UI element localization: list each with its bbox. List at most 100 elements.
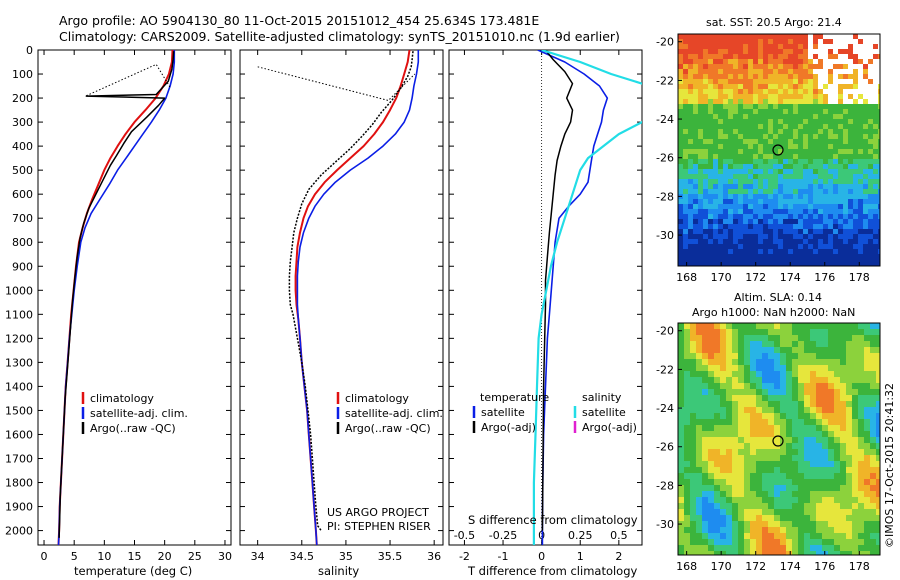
map-cell — [792, 347, 799, 354]
map-cell — [840, 443, 847, 450]
map-cell — [743, 64, 749, 70]
map-cell — [683, 249, 689, 255]
map-cell — [803, 104, 809, 110]
map-cell — [816, 329, 823, 336]
map-cell — [798, 199, 804, 205]
series-line-climatology — [57, 50, 174, 545]
map-cell — [758, 79, 764, 85]
map-cell — [792, 383, 799, 390]
map-cell — [843, 234, 849, 240]
map-cell — [808, 39, 814, 45]
map-cell — [738, 134, 744, 140]
map-cell — [750, 491, 757, 498]
map-cell — [732, 467, 739, 474]
map-cell — [778, 149, 784, 155]
map-cell — [753, 179, 759, 185]
map-cell — [852, 443, 859, 450]
map-cell — [813, 34, 819, 40]
map-cell — [703, 124, 709, 130]
map-cell — [792, 473, 799, 480]
map-cell — [723, 204, 729, 210]
map-cell — [833, 234, 839, 240]
figure-title-line1: Argo profile: AO 5904130_80 11-Oct-2015 … — [59, 13, 539, 28]
map-cell — [780, 503, 787, 510]
map-cell — [773, 199, 779, 205]
map-cell — [868, 109, 874, 115]
map-cell — [768, 144, 774, 150]
map-cell — [810, 359, 817, 366]
map-cell — [768, 413, 775, 420]
map-cell — [798, 359, 805, 366]
map-cell — [768, 169, 774, 175]
map-cell — [846, 515, 853, 522]
map-cell — [793, 209, 799, 215]
map-cell — [758, 184, 764, 190]
map-cell — [878, 244, 880, 250]
map-cell — [738, 39, 744, 45]
map-cell — [828, 431, 835, 438]
map-cell — [768, 244, 774, 250]
x-tick-label: 25 — [188, 550, 202, 563]
map-cell — [864, 383, 871, 390]
map-cell — [678, 34, 684, 40]
map-cell — [728, 174, 734, 180]
map-cell — [868, 149, 874, 155]
map-cell — [714, 491, 721, 498]
map-cell — [828, 94, 834, 100]
map-cell — [744, 473, 751, 480]
t-difference-xlabel: T difference from climatology — [467, 564, 638, 578]
map-x-tick-label: 176 — [814, 560, 835, 573]
map-cell — [698, 119, 704, 125]
map-cell — [813, 114, 819, 120]
map-cell — [848, 144, 854, 150]
map-cell — [723, 94, 729, 100]
map-cell — [793, 149, 799, 155]
map-cell — [813, 69, 819, 75]
map-cell — [748, 259, 754, 265]
map-cell — [786, 401, 793, 408]
map-cell — [758, 254, 764, 260]
map-cell — [726, 521, 733, 528]
map-cell — [876, 389, 880, 396]
map-cell — [703, 229, 709, 235]
map-cell — [863, 154, 869, 160]
map-cell — [726, 353, 733, 360]
y-tick-label: 1200 — [5, 332, 33, 345]
map-cell — [738, 254, 744, 260]
map-cell — [718, 119, 724, 125]
map-cell — [838, 69, 844, 75]
map-cell — [840, 353, 847, 360]
map-cell — [756, 359, 763, 366]
map-cell — [834, 497, 841, 504]
map-cell — [718, 74, 724, 80]
map-cell — [713, 44, 719, 50]
map-cell — [768, 239, 774, 245]
map-cell — [818, 89, 824, 95]
map-cell — [868, 169, 874, 175]
map-cell — [798, 159, 804, 165]
map-cell — [778, 84, 784, 90]
map-cell — [732, 395, 739, 402]
map-cell — [748, 49, 754, 55]
map-cell — [853, 134, 859, 140]
map-cell — [768, 431, 775, 438]
map-cell — [763, 244, 769, 250]
map-cell — [834, 425, 841, 432]
map-cell — [683, 159, 689, 165]
map-cell — [878, 224, 880, 230]
map-cell — [852, 509, 859, 516]
map-cell — [718, 59, 724, 65]
map-cell — [803, 134, 809, 140]
map-cell — [808, 264, 814, 266]
map-cell — [828, 419, 835, 426]
map-cell — [748, 74, 754, 80]
map-cell — [744, 467, 751, 474]
map-cell — [753, 39, 759, 45]
map-cell — [786, 533, 793, 540]
map-cell — [713, 74, 719, 80]
map-cell — [723, 39, 729, 45]
map-cell — [773, 184, 779, 190]
map-cell — [873, 124, 879, 130]
map-cell — [683, 224, 689, 230]
map-cell — [804, 347, 811, 354]
